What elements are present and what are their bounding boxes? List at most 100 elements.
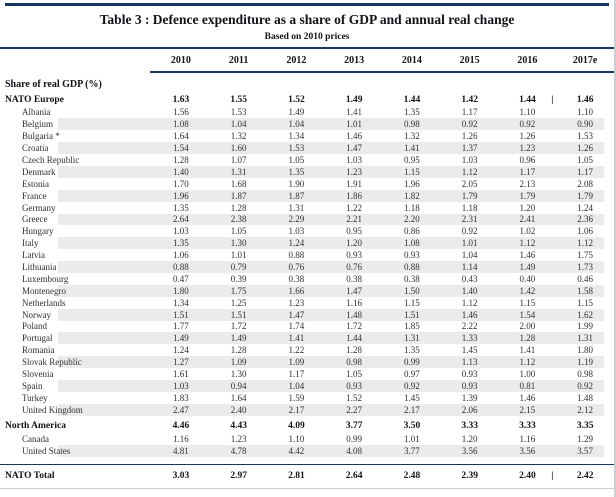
value-cell: 1.01 [404, 434, 420, 445]
value-cell: 1.47 [288, 309, 305, 320]
value-cell: 1.53 [230, 107, 247, 118]
value-cell: 2.40 [519, 470, 536, 481]
value-cell: 1.07 [230, 155, 247, 165]
table-row: Portugal 1.49 1.49 1.41 1.44 1.31 1.33 1.28 1.31 [0, 332, 614, 345]
table-subtitle: Based on 2010 prices [264, 32, 350, 42]
value-cell: 1.87 [230, 190, 247, 201]
value-cell: 0.46 [577, 273, 593, 284]
value-cell: 1.35 [173, 238, 189, 249]
value-cell: 2.48 [403, 470, 421, 481]
value-cell: 1.45 [404, 392, 420, 403]
value-cell: 1.06 [173, 250, 189, 261]
value-cell: 4.46 [172, 421, 190, 432]
top-rule [5, 3, 609, 6]
value-cell: 1.03 [346, 155, 362, 165]
value-cell: 2.40 [230, 404, 247, 415]
row-label: Italy [22, 238, 39, 249]
value-cell: 1.32 [404, 131, 420, 142]
value-cell: 2.64 [173, 214, 189, 225]
value-cell: 1.06 [577, 226, 593, 237]
value-cell: 2.22 [461, 321, 478, 332]
value-cell: 1.90 [288, 178, 305, 189]
value-cell: 1.16 [173, 434, 189, 445]
value-cell: 1.03 [288, 226, 305, 237]
value-cell: 1.91 [346, 178, 362, 189]
value-cell: 2.38 [230, 214, 247, 225]
row-label: Canada [22, 434, 49, 445]
value-cell: 1.85 [404, 321, 420, 332]
value-cell: 0.90 [577, 119, 593, 130]
value-cell: 3.35 [576, 421, 594, 432]
value-cell: 1.51 [173, 309, 189, 320]
value-cell: 2.17 [288, 404, 305, 415]
row-label: United Kingdom [22, 404, 83, 415]
table-row: Netherlands 1.34 1.25 1.23 1.16 1.15 1.12 1.15 1… [0, 297, 614, 309]
value-cell: 1.49 [288, 107, 305, 118]
value-cell: 1.23 [519, 143, 536, 154]
value-cell: 0.98 [404, 119, 420, 130]
row-label: NATO Europe [5, 94, 64, 105]
value-cell: 1.75 [577, 250, 593, 261]
value-cell: 0.93 [404, 250, 420, 261]
value-cell: 0.40 [519, 273, 536, 284]
value-cell: 1.05 [288, 155, 305, 165]
value-cell: 1.42 [519, 285, 536, 296]
value-cell: 0.95 [346, 226, 362, 237]
value-cell: 0.93 [346, 250, 362, 261]
value-cell: 1.20 [461, 434, 478, 445]
value-cell: 1.03 [461, 155, 478, 165]
value-cell: 1.73 [577, 262, 593, 273]
value-cell: 0.96 [519, 155, 536, 165]
estimate-divider: | [551, 94, 554, 105]
value-cell: 1.09 [230, 357, 247, 368]
row-label: Greece [22, 214, 48, 225]
value-cell: 1.16 [519, 434, 536, 445]
value-cell: 2.31 [461, 214, 478, 225]
table-row: Italy 1.35 1.30 1.24 1.20 1.08 1.01 1.12 1.12 [0, 237, 614, 250]
value-cell: 1.35 [404, 107, 420, 118]
value-cell: 1.03 [173, 226, 189, 237]
row-label: Belgium [22, 119, 53, 130]
value-cell: 2.08 [577, 178, 593, 189]
header-bottom-rule [150, 71, 614, 73]
table-row: United States 4.81 4.78 4.42 4.08 3.77 3.56 3.5… [0, 445, 614, 457]
value-cell: 1.35 [404, 345, 420, 356]
value-cell: 2.47 [173, 404, 189, 415]
value-cell: 0.92 [404, 380, 420, 391]
row-label: United States [22, 445, 71, 456]
value-cell: 1.41 [404, 143, 420, 154]
value-cell: 1.48 [577, 392, 593, 403]
value-cell: 1.46 | [551, 94, 594, 105]
value-cell: 1.25 [230, 297, 247, 308]
value-cell: 1.04 [461, 250, 478, 261]
value-cell: 1.99 [577, 321, 593, 332]
year-header-cell: 2013 [344, 54, 365, 66]
value-cell: 0.76 [288, 262, 305, 273]
value-cell: 1.49 [345, 94, 363, 105]
table-row: Lithuania 0.88 0.79 0.76 0.76 0.88 1.14 1.49 1.7… [0, 261, 614, 273]
value-cell: 2.20 [404, 214, 420, 225]
value-cell: 0.88 [404, 262, 420, 273]
table-row: Latvia 1.06 1.01 0.88 0.93 0.93 1.04 1.46 1.75 [0, 249, 614, 261]
value-cell: 1.55 [230, 94, 247, 105]
value-cell: 0.47 [173, 273, 189, 284]
value-cell: 1.22 [288, 345, 305, 356]
table-row: Greece 2.64 2.38 2.29 2.21 2.20 2.31 2.41 2.36 [0, 213, 614, 226]
value-cell: 1.12 [461, 166, 478, 177]
table-row: Germany 1.35 1.28 1.31 1.22 1.18 1.18 1.20 1.24 [0, 202, 614, 214]
value-cell: 0.76 [346, 262, 362, 273]
value-cell: 1.74 [288, 321, 305, 332]
value-cell: 2.29 [288, 214, 305, 225]
value-cell: 1.12 [519, 357, 536, 368]
value-cell: 1.26 [461, 131, 478, 142]
value-cell: 0.92 [461, 119, 478, 130]
value-cell: 0.92 [577, 380, 593, 391]
value-cell: 1.24 [577, 202, 593, 213]
value-cell: 1.41 [519, 345, 536, 356]
value-cell: 4.09 [288, 421, 305, 432]
value-cell: 2.13 [519, 178, 536, 189]
value-cell: 2.39 [461, 470, 478, 481]
value-cell: 1.19 [577, 357, 593, 368]
value-cell: 3.03 [172, 470, 190, 481]
year-header-cell: 2010 [170, 54, 191, 66]
